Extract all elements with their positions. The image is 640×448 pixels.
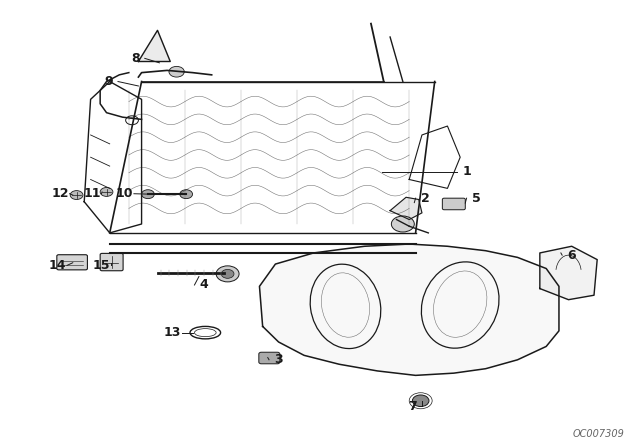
Text: 9: 9 [104, 75, 113, 88]
Text: 14: 14 [49, 259, 66, 272]
FancyBboxPatch shape [100, 254, 123, 271]
FancyBboxPatch shape [442, 198, 465, 210]
Text: 1: 1 [462, 165, 471, 178]
Text: 12: 12 [51, 187, 68, 200]
Circle shape [70, 190, 83, 199]
Text: 7: 7 [408, 400, 417, 413]
Circle shape [100, 188, 113, 196]
Circle shape [169, 66, 184, 77]
Polygon shape [138, 30, 170, 61]
Text: 10: 10 [116, 187, 133, 200]
Text: 2: 2 [420, 192, 429, 205]
Text: 11: 11 [83, 187, 100, 200]
FancyBboxPatch shape [259, 352, 280, 364]
Circle shape [392, 216, 414, 232]
Circle shape [216, 266, 239, 282]
Polygon shape [390, 197, 422, 220]
FancyBboxPatch shape [57, 255, 88, 270]
Text: 13: 13 [163, 326, 181, 339]
Text: 3: 3 [275, 353, 283, 366]
Text: 6: 6 [568, 249, 576, 262]
Circle shape [180, 190, 193, 198]
Text: OC007309: OC007309 [573, 429, 625, 439]
Circle shape [412, 395, 429, 406]
Circle shape [141, 190, 154, 198]
Text: 5: 5 [472, 192, 481, 205]
Circle shape [221, 269, 234, 278]
Text: 4: 4 [200, 279, 209, 292]
Text: 8: 8 [131, 52, 140, 65]
Polygon shape [259, 244, 559, 375]
Text: 15: 15 [93, 259, 110, 272]
Polygon shape [540, 246, 597, 300]
